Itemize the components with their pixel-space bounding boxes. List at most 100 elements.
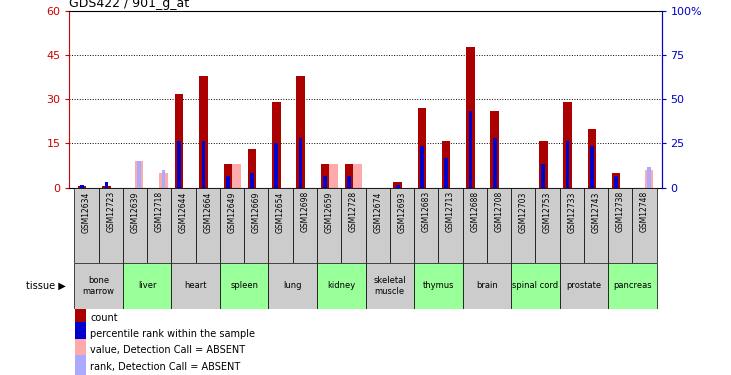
Bar	[588, 129, 596, 188]
Text: bone
marrow: bone marrow	[83, 276, 115, 296]
Bar	[612, 173, 621, 188]
Bar	[248, 149, 257, 188]
Text: GSM12634: GSM12634	[82, 191, 91, 232]
Bar	[366, 188, 390, 262]
Bar	[444, 158, 448, 188]
Bar	[268, 188, 292, 262]
Bar	[442, 141, 450, 188]
Bar	[317, 262, 366, 309]
Text: prostate: prostate	[567, 281, 602, 290]
Bar	[564, 102, 572, 188]
Bar	[420, 146, 424, 188]
Bar	[75, 306, 86, 329]
Bar	[539, 141, 548, 188]
Bar	[347, 176, 351, 188]
Text: GSM12659: GSM12659	[325, 191, 333, 232]
Text: GSM12669: GSM12669	[251, 191, 261, 232]
Bar	[178, 141, 181, 188]
Text: GSM12733: GSM12733	[567, 191, 576, 232]
Bar	[395, 184, 400, 188]
Bar	[535, 188, 560, 262]
Text: GSM12738: GSM12738	[616, 191, 625, 232]
Bar	[232, 164, 240, 188]
Bar	[341, 188, 366, 262]
Bar	[159, 173, 167, 188]
Text: tissue ▶: tissue ▶	[26, 281, 66, 291]
Bar	[268, 262, 317, 309]
Bar	[417, 108, 426, 188]
Text: GSM12649: GSM12649	[227, 191, 237, 232]
Bar	[590, 146, 594, 188]
Bar	[645, 170, 653, 188]
Bar	[463, 262, 511, 309]
Text: brain: brain	[476, 281, 498, 290]
Bar	[493, 138, 496, 188]
Bar	[296, 76, 305, 188]
Bar	[200, 76, 208, 188]
Bar	[171, 188, 196, 262]
Text: GSM12664: GSM12664	[203, 191, 212, 232]
Text: value, Detection Call = ABSENT: value, Detection Call = ABSENT	[90, 345, 246, 355]
Bar	[463, 188, 487, 262]
Text: GSM12688: GSM12688	[470, 191, 480, 232]
Text: GSM12644: GSM12644	[179, 191, 188, 232]
Text: count: count	[90, 313, 118, 322]
Text: GSM12639: GSM12639	[130, 191, 140, 232]
Bar	[353, 164, 362, 188]
Bar	[272, 102, 281, 188]
Bar	[78, 186, 86, 188]
Bar	[75, 322, 86, 346]
Text: heart: heart	[184, 281, 207, 290]
Bar	[105, 182, 108, 188]
Bar	[224, 164, 232, 188]
Bar	[560, 262, 608, 309]
Text: GSM12718: GSM12718	[155, 191, 164, 232]
Text: GSM12683: GSM12683	[422, 191, 431, 232]
Text: GSM12728: GSM12728	[349, 191, 358, 232]
Bar	[123, 188, 147, 262]
Bar	[196, 188, 220, 262]
Text: GSM12674: GSM12674	[373, 191, 382, 232]
Text: spleen: spleen	[230, 281, 258, 290]
Bar	[414, 188, 439, 262]
Bar	[75, 188, 99, 262]
Text: liver: liver	[138, 281, 156, 290]
Bar	[566, 141, 569, 188]
Bar	[75, 339, 86, 362]
Bar	[647, 167, 651, 188]
Text: spinal cord: spinal cord	[512, 281, 558, 290]
Bar	[175, 93, 183, 188]
Bar	[317, 188, 341, 262]
Text: thymus: thymus	[423, 281, 454, 290]
Text: GSM12698: GSM12698	[300, 191, 309, 232]
Bar	[466, 46, 474, 188]
Bar	[439, 188, 463, 262]
Bar	[329, 164, 338, 188]
Bar	[220, 262, 268, 309]
Bar	[102, 186, 110, 188]
Bar	[511, 262, 560, 309]
Bar	[226, 176, 230, 188]
Bar	[614, 176, 618, 188]
Text: GSM12723: GSM12723	[106, 191, 115, 232]
Text: GSM12753: GSM12753	[543, 191, 552, 232]
Bar	[414, 262, 463, 309]
Bar	[244, 188, 268, 262]
Bar	[487, 188, 511, 262]
Bar	[511, 188, 535, 262]
Text: rank, Detection Call = ABSENT: rank, Detection Call = ABSENT	[90, 362, 240, 372]
Text: lung: lung	[284, 281, 302, 290]
Text: kidney: kidney	[327, 281, 355, 290]
Bar	[542, 164, 545, 188]
Text: percentile rank within the sample: percentile rank within the sample	[90, 329, 255, 339]
Text: GSM12708: GSM12708	[494, 191, 504, 232]
Bar	[80, 184, 84, 188]
Text: GSM12703: GSM12703	[519, 191, 528, 232]
Text: GDS422 / 901_g_at: GDS422 / 901_g_at	[69, 0, 189, 10]
Text: GSM12654: GSM12654	[276, 191, 285, 232]
Bar	[220, 188, 244, 262]
Bar	[608, 188, 632, 262]
Bar	[99, 188, 123, 262]
Bar	[390, 188, 414, 262]
Text: pancreas: pancreas	[613, 281, 652, 290]
